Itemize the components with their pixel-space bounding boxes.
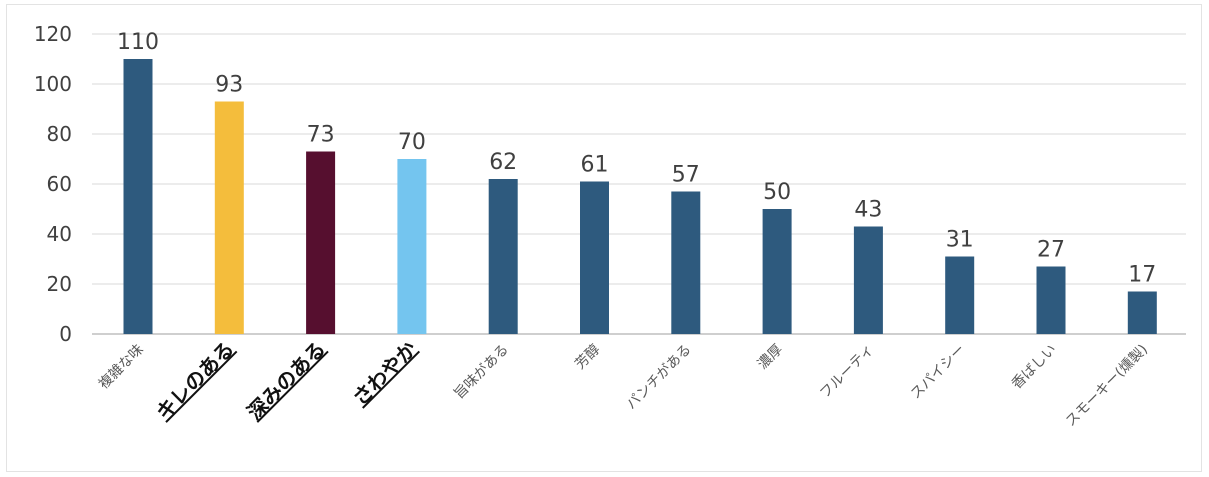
data-label: 31 <box>946 228 974 253</box>
y-tick-label: 80 <box>47 122 72 146</box>
bar <box>762 209 792 334</box>
x-tick-label: フルーティ <box>817 342 877 402</box>
y-tick-label: 0 <box>59 322 72 346</box>
data-label: 43 <box>854 198 882 223</box>
bar <box>306 151 336 334</box>
bar <box>853 226 883 334</box>
y-tick-label: 100 <box>34 72 72 96</box>
bar <box>488 179 518 334</box>
data-label: 17 <box>1128 263 1156 288</box>
category-label-group: 旨味がある <box>451 342 512 403</box>
x-tick-label-highlighted: さわやか <box>348 337 422 411</box>
data-label: 70 <box>398 130 426 155</box>
bar <box>945 256 975 334</box>
data-label: 27 <box>1037 238 1065 263</box>
x-tick-label: 旨味がある <box>451 342 512 403</box>
data-label: 50 <box>763 180 791 205</box>
category-label-group: 芳醇 <box>572 341 604 373</box>
bar <box>580 181 609 334</box>
category-label-group: 複雑な味 <box>95 341 147 393</box>
category-label-group: パンチがある <box>623 342 694 413</box>
category-label-group: 香ばしい <box>1009 342 1060 393</box>
category-label-group: スパイシー <box>908 342 969 403</box>
bar <box>1127 291 1157 334</box>
x-tick-label: パンチがある <box>623 342 694 413</box>
category-label-group: さわやか <box>348 337 422 411</box>
x-tick-label: 芳醇 <box>572 341 604 373</box>
y-tick-label: 20 <box>47 272 72 296</box>
data-label: 57 <box>672 163 700 188</box>
data-label: 61 <box>581 153 609 178</box>
bar <box>1036 266 1066 334</box>
data-label: 73 <box>307 123 335 148</box>
x-tick-label: スモーキー(燻製) <box>1063 342 1151 430</box>
data-label: 110 <box>117 30 159 55</box>
bar <box>123 59 153 334</box>
bar <box>397 159 427 334</box>
bar <box>214 101 244 334</box>
bar <box>671 191 701 334</box>
data-label: 62 <box>489 150 517 175</box>
category-label-group: 深みのある <box>242 337 330 425</box>
category-label-group: フルーティ <box>817 342 877 402</box>
x-tick-label: スパイシー <box>908 342 969 403</box>
x-tick-label: 濃厚 <box>755 342 786 373</box>
x-tick-label: 香ばしい <box>1009 342 1060 393</box>
y-tick-label: 60 <box>47 172 72 196</box>
y-tick-label: 120 <box>34 22 72 46</box>
x-tick-label: 複雑な味 <box>95 341 147 393</box>
category-label-group: キレのある <box>151 337 239 425</box>
category-label-group: 濃厚 <box>755 342 786 373</box>
category-label-group: スモーキー(燻製) <box>1063 342 1151 430</box>
x-tick-label-highlighted: 深みのある <box>242 337 330 425</box>
y-tick-label: 40 <box>47 222 72 246</box>
x-tick-label-highlighted: キレのある <box>151 337 239 425</box>
data-label: 93 <box>215 73 243 98</box>
